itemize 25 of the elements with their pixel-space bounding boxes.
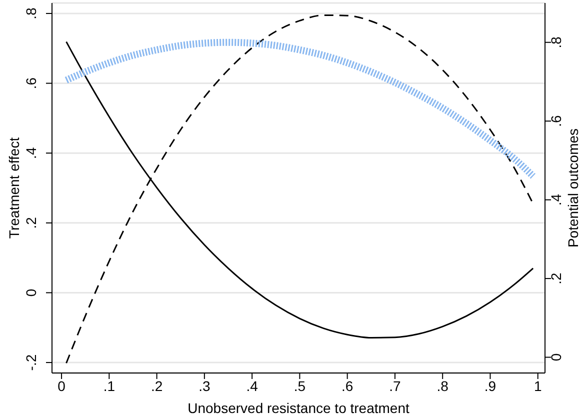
y-tick-label: .6	[23, 77, 39, 90]
y-tick-label: .2	[23, 216, 39, 229]
x-tick-label: .6	[341, 378, 354, 394]
x-tick-label: .3	[198, 378, 210, 394]
x-tick-label: 1	[534, 378, 542, 394]
x-tick-label: .4	[246, 378, 258, 394]
y2-tick-label: .6	[548, 115, 564, 127]
x-axis-title: Unobserved resistance to treatment	[188, 400, 410, 416]
y2-tick-label: .4	[548, 194, 564, 206]
x-tick-label: .2	[150, 378, 163, 394]
y2-tick-label: 0	[548, 353, 564, 362]
y-axis-title: Treatment effect	[6, 137, 22, 239]
x-tick-label: .5	[294, 378, 306, 394]
x-tick-label: .1	[103, 378, 116, 394]
x-tick-label: 0	[58, 378, 66, 394]
y-tick-label: 0	[23, 288, 39, 297]
x-tick-label: .7	[389, 378, 401, 394]
y-tick-label: .8	[23, 7, 39, 20]
y-tick-label: -.2	[23, 354, 39, 371]
x-tick-label: .9	[484, 378, 496, 394]
x-tick-label: .8	[436, 378, 449, 394]
y2-tick-label: .2	[548, 272, 564, 284]
y-tick-label: .4	[23, 147, 39, 159]
y2-tick-label: .8	[548, 36, 564, 48]
y2-axis-title: Potential outcomes	[564, 128, 581, 248]
